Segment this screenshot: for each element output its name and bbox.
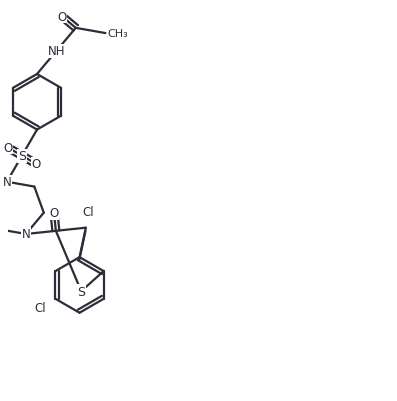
Text: S: S — [77, 285, 85, 298]
Text: O: O — [3, 142, 12, 154]
Text: O: O — [49, 207, 59, 220]
Text: Cl: Cl — [35, 301, 46, 314]
Text: N: N — [2, 176, 11, 189]
Text: O: O — [32, 158, 41, 171]
Text: CH₃: CH₃ — [107, 29, 128, 39]
Text: O: O — [57, 11, 67, 24]
Text: N: N — [21, 228, 30, 241]
Text: S: S — [18, 150, 26, 163]
Text: NH: NH — [48, 45, 65, 58]
Text: Cl: Cl — [83, 206, 94, 219]
